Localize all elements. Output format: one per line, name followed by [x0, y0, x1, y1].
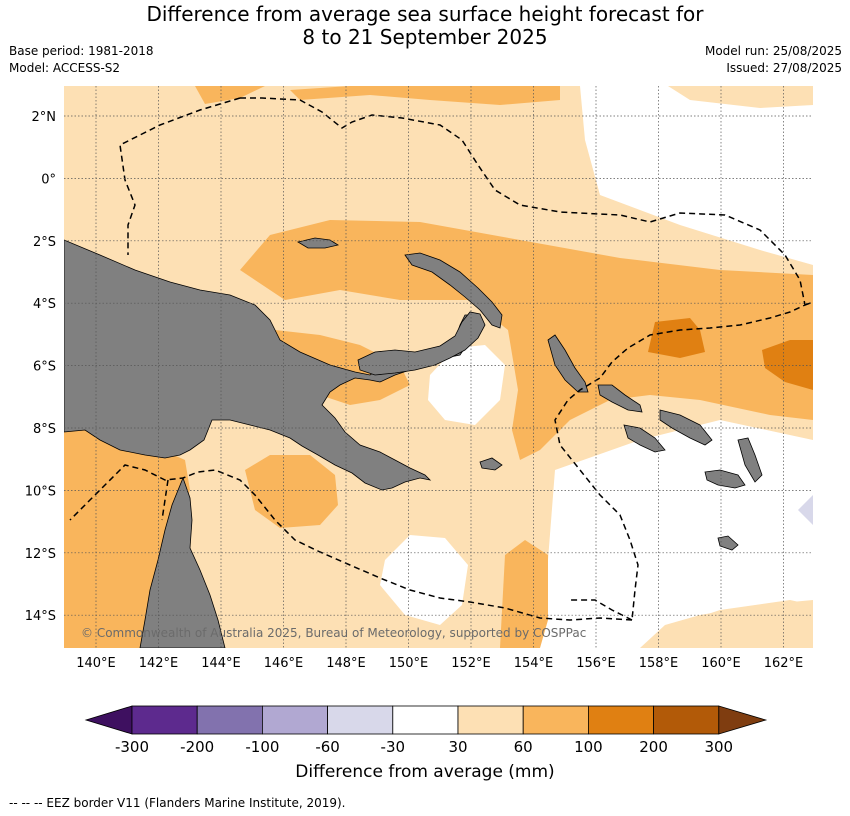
lat-label: 14°S [25, 609, 56, 624]
eez-legend: -- -- -- EEZ border V11 (Flanders Marine… [9, 796, 346, 810]
latitude-labels: 2°N 0° 2°S 4°S 6°S 8°S 10°S 12°S 14°S [25, 110, 56, 624]
lon-label: 140°E [76, 656, 116, 671]
land-small-island-c [479, 457, 503, 471]
model-name: Model: ACCESS-S2 [9, 61, 121, 75]
lon-label: 146°E [264, 656, 304, 671]
lat-label: 0° [41, 172, 56, 187]
colorbar: -300 -200 -100 -60 -30 30 60 100 200 300 [84, 705, 768, 756]
colorbar-label: 30 [448, 738, 467, 756]
colorbar-swatch [588, 705, 655, 735]
lon-label: 148°E [326, 656, 366, 671]
copyright-notice: © Commonwealth of Australia 2025, Bureau… [81, 626, 586, 640]
lat-label: 2°N [32, 110, 57, 125]
land-small-island-b [717, 535, 739, 551]
colorbar-swatch [522, 705, 589, 735]
land-new-ireland [404, 252, 503, 329]
land-small-island-a [737, 437, 763, 483]
colorbar-label: -30 [381, 738, 406, 756]
band-60-100-south [500, 540, 548, 648]
colorbar-extend-low [84, 705, 133, 735]
band-m60-m30 [798, 495, 813, 525]
colorbar-label: 300 [704, 738, 733, 756]
band-white-se [540, 420, 813, 648]
title-line-2: 8 to 21 September 2025 [302, 25, 548, 49]
lat-label: 4°S [33, 297, 56, 312]
band-100-200-b [762, 340, 813, 390]
lon-label: 142°E [139, 656, 179, 671]
longitude-labels: 140°E 142°E 144°E 146°E 148°E 150°E 152°E 154°E… [76, 656, 803, 671]
model-run: Model run: 25/08/2025 [704, 44, 842, 58]
band-30-60-ne [668, 86, 813, 108]
colorbar-swatch [196, 705, 263, 735]
land-choiseul [597, 384, 643, 413]
colorbar-swatch [327, 705, 394, 735]
colorbar-label: 200 [639, 738, 668, 756]
land-malaita [659, 409, 713, 446]
band-white-ne [580, 86, 813, 265]
band-100-200-a [648, 318, 705, 358]
band-30-60-se [668, 600, 813, 648]
eez-border-south [69, 464, 633, 621]
land-bougainville [547, 334, 589, 393]
lat-label: 2°S [33, 235, 56, 250]
lon-label: 150°E [389, 656, 429, 671]
meta-left: Base period: 1981-2018 Model: ACCESS-S2 [9, 43, 154, 77]
band-60-100-papua-south [245, 455, 338, 528]
colorbar-swatch [653, 705, 720, 735]
colorbar-swatch [457, 705, 524, 735]
lat-label: 10°S [25, 484, 56, 499]
colorbar-label: -100 [245, 738, 279, 756]
map-area: © Commonwealth of Australia 2025, Bureau… [64, 86, 813, 648]
land-makira [704, 469, 746, 489]
land-new-guinea [64, 239, 481, 491]
colorbar-title: Difference from average (mm) [295, 762, 555, 782]
eez-border-torres [161, 479, 169, 521]
lat-label: 8°S [33, 422, 56, 437]
title-line-1: Difference from average sea surface heig… [146, 2, 704, 26]
lon-label: 152°E [451, 656, 491, 671]
band-60-100-nw [195, 86, 265, 104]
eez-border-east [804, 301, 813, 306]
band-60-100-gulf [275, 330, 410, 405]
colorbar-label: -300 [115, 738, 149, 756]
colorbar-label: 60 [514, 738, 533, 756]
band-white-coral-sea [380, 535, 468, 625]
lon-label: 158°E [639, 656, 679, 671]
band-60-100-central [240, 220, 813, 460]
land-guadalcanal [623, 424, 666, 453]
lon-label: 154°E [514, 656, 554, 671]
colorbar-label: -60 [315, 738, 340, 756]
band-60-100-north [290, 86, 560, 105]
lon-label: 144°E [201, 656, 241, 671]
colorbar-label: -200 [180, 738, 214, 756]
base-period: Base period: 1981-2018 [9, 44, 154, 58]
colorbar-swatch [392, 705, 459, 735]
band-white-solomon-sea [428, 345, 505, 425]
lat-label: 12°S [25, 547, 56, 562]
land-new-britain [357, 311, 486, 376]
lon-label: 162°E [764, 656, 804, 671]
colorbar-label: 100 [574, 738, 603, 756]
issued-date: Issued: 27/08/2025 [726, 61, 842, 75]
lon-label: 160°E [701, 656, 741, 671]
gridlines [64, 86, 813, 648]
colorbar-swatch [261, 705, 328, 735]
lon-label: 156°E [576, 656, 616, 671]
land-cape-york [139, 476, 226, 648]
meta-right: Model run: 25/08/2025 Issued: 27/08/2025 [705, 43, 842, 77]
lat-label: 6°S [33, 360, 56, 375]
colorbar-swatch [131, 705, 198, 735]
colorbar-extend-high [718, 705, 768, 735]
chart-title: Difference from average sea surface heig… [0, 3, 850, 49]
eez-border-png [240, 97, 806, 621]
